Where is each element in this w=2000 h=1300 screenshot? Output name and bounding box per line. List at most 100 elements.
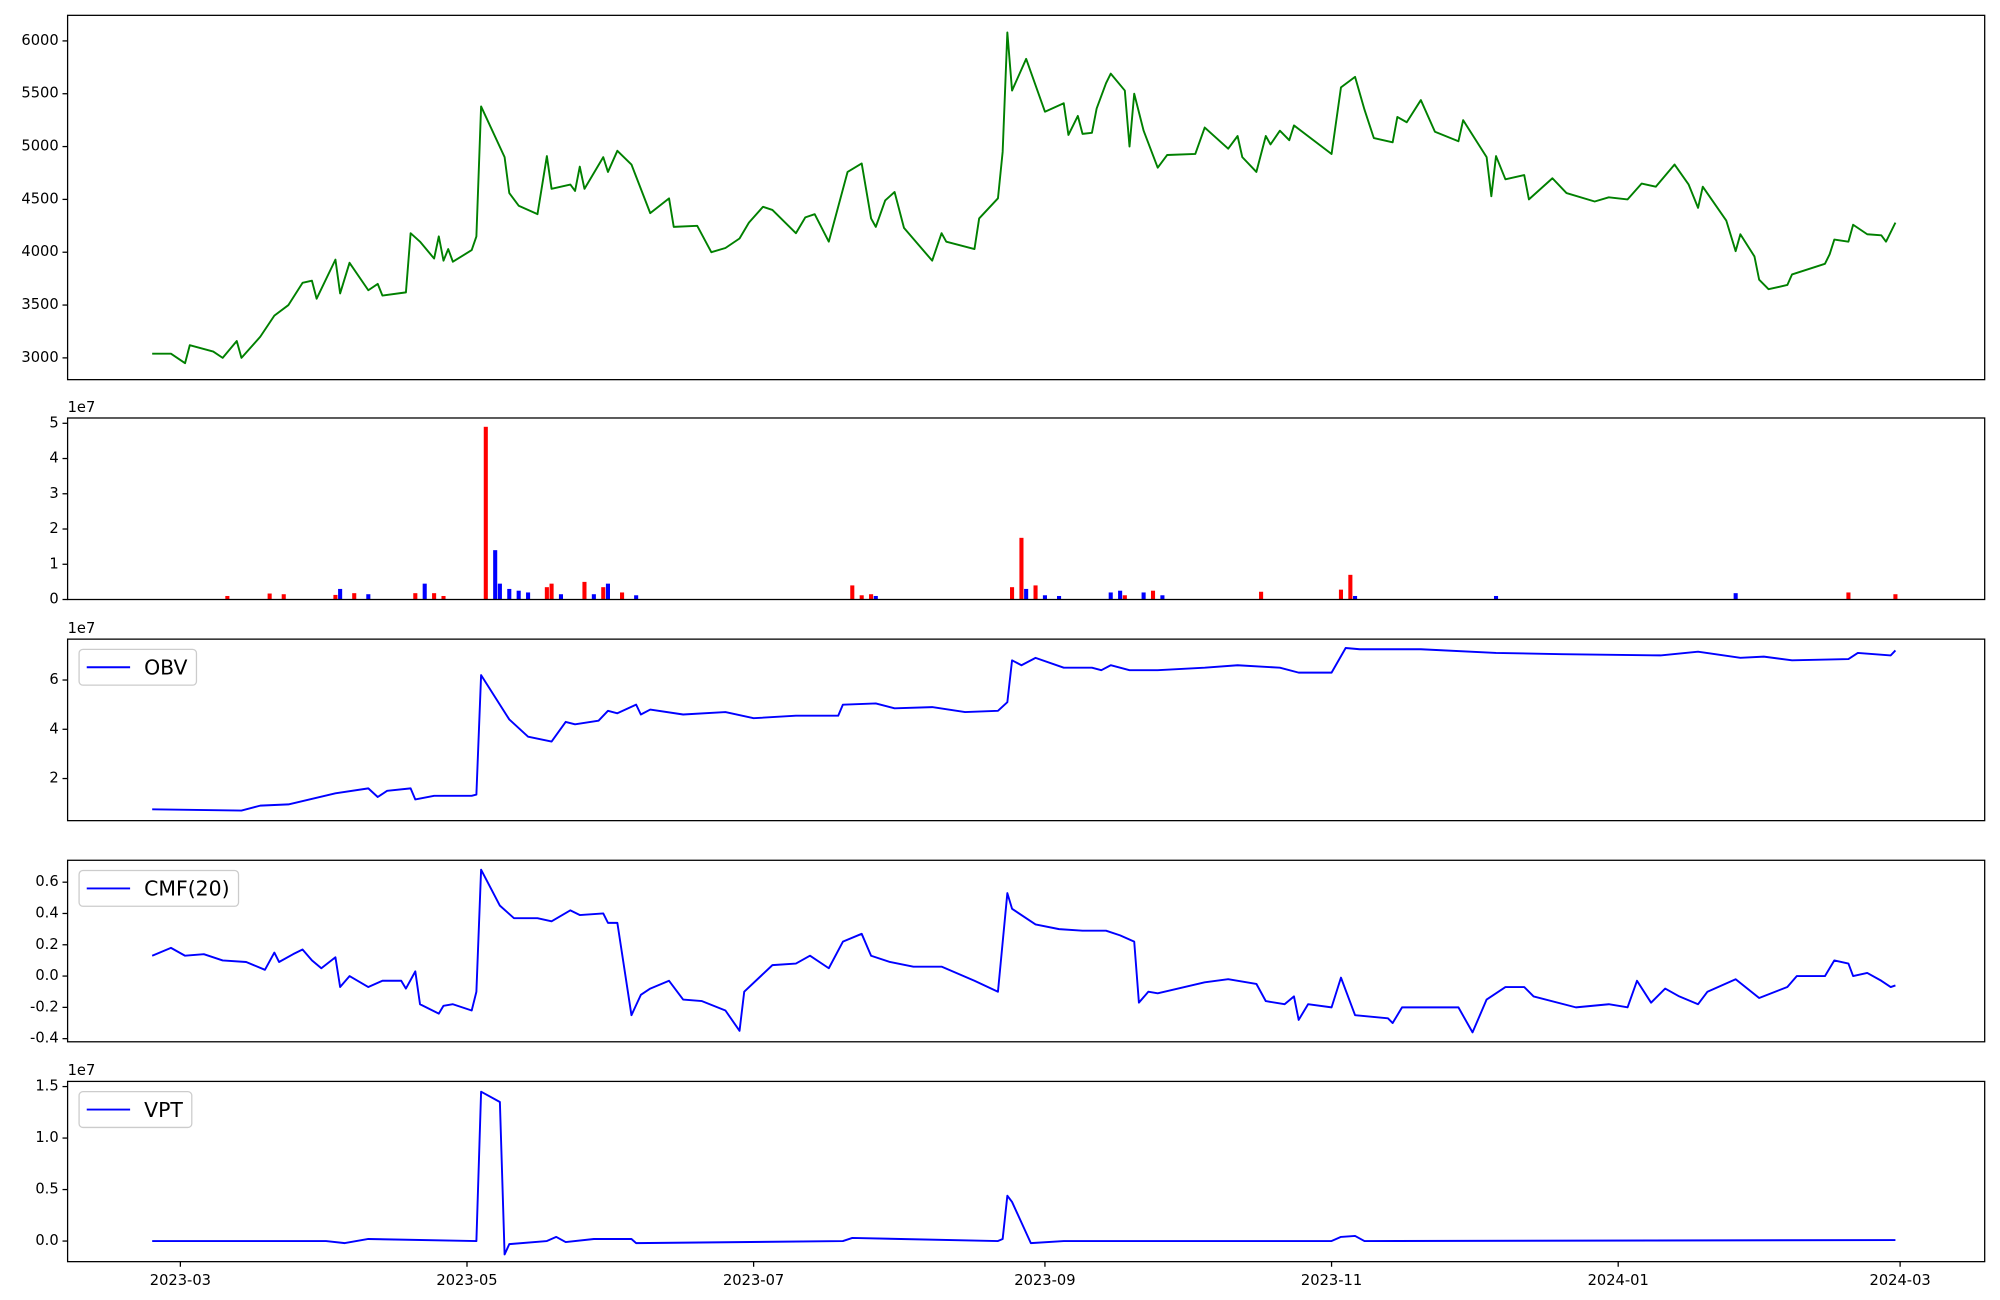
volume-bar <box>1056 595 1062 600</box>
volume-bar <box>591 594 596 600</box>
legend-label: OBV <box>144 656 187 680</box>
volume-bar <box>422 583 427 600</box>
volume-bar <box>850 585 855 600</box>
volume-bar <box>441 595 446 600</box>
volume-bar <box>413 593 418 600</box>
volume-bar <box>1160 595 1165 600</box>
volume-bar <box>483 426 488 600</box>
volume-bar <box>558 594 564 600</box>
volume-bar <box>1338 589 1344 600</box>
y-tick-label: 5 <box>49 414 58 431</box>
x-tick-label: 2023-09 <box>1014 1272 1075 1289</box>
legend: CMF(20) <box>78 869 240 907</box>
x-tick-label: 2024-01 <box>1588 1272 1649 1289</box>
y-tick-label: 0.0 <box>35 967 58 984</box>
volume-bar <box>497 583 502 600</box>
y-tick-label: 0.0 <box>35 1232 58 1249</box>
plot-frame <box>66 638 1986 822</box>
volume-bar <box>366 594 371 600</box>
indicator-line <box>152 1090 1896 1256</box>
volume-bar <box>333 594 338 600</box>
y-tick-label: 0.6 <box>35 873 58 890</box>
volume-bar <box>1150 590 1156 600</box>
volume-bar <box>338 588 343 600</box>
y-tick-label: 4500 <box>21 190 58 207</box>
volume-bar <box>1493 595 1499 600</box>
indicator-line <box>151 868 1896 1034</box>
volume-bar <box>601 587 606 600</box>
volume-bar <box>281 594 286 600</box>
legend-label: CMF(20) <box>144 877 229 901</box>
y-tick-label: 3000 <box>21 349 58 366</box>
x-tick-label: 2024-03 <box>1869 1272 1930 1289</box>
volume-bar <box>225 595 230 600</box>
plot-frame <box>66 859 1986 1043</box>
volume-bar <box>1108 592 1113 600</box>
volume-bar <box>634 595 639 600</box>
volume-bar <box>1033 585 1038 600</box>
volume-bar <box>582 581 587 600</box>
x-tick-label: 2023-07 <box>723 1272 784 1289</box>
plot-frame <box>66 417 1986 601</box>
volume-bar <box>859 595 864 600</box>
price-line <box>152 31 1897 365</box>
y-tick-label: 2 <box>49 770 58 787</box>
y-tick-label: 3500 <box>21 296 58 313</box>
volume-bar <box>544 587 549 600</box>
y-tick-label: 6 <box>49 671 58 688</box>
axis-offset-text: 1e7 <box>68 399 96 416</box>
axis-offset-text: 1e7 <box>68 620 96 637</box>
y-tick-label: 0 <box>49 590 58 607</box>
volume-bar <box>620 592 625 600</box>
legend-label: VPT <box>144 1098 183 1122</box>
volume-bar <box>1141 592 1146 600</box>
volume-bar <box>267 593 272 600</box>
volume-bar <box>1024 588 1029 600</box>
axis-offset-text: 1e7 <box>68 1062 96 1079</box>
volume-bar <box>1259 591 1264 600</box>
y-tick-label: 5500 <box>21 85 58 102</box>
volume-bar <box>1348 574 1353 600</box>
volume-bar <box>432 593 437 600</box>
volume-bar <box>549 583 554 600</box>
plot-frame <box>66 1080 1986 1263</box>
y-tick-label: 0.2 <box>35 936 58 953</box>
volume-bar <box>526 592 531 600</box>
volume-bar <box>605 583 610 600</box>
legend-box <box>78 1091 193 1129</box>
legend-box <box>78 648 198 686</box>
volume-bar <box>1122 595 1127 600</box>
volume-bar <box>1010 587 1015 600</box>
volume-bar <box>873 595 878 600</box>
volume-bar <box>507 588 512 600</box>
y-tick-label: 5000 <box>21 138 58 155</box>
volume-bar <box>493 550 498 600</box>
y-tick-label: -0.4 <box>30 1030 59 1047</box>
legend: VPT <box>78 1091 193 1129</box>
volume-bar <box>352 593 357 600</box>
indicator-line <box>152 647 1897 812</box>
x-tick-label: 2023-05 <box>436 1272 497 1289</box>
y-tick-label: 1.5 <box>35 1078 58 1095</box>
x-tick-label: 2023-11 <box>1301 1272 1362 1289</box>
volume-bar <box>1353 595 1358 600</box>
y-tick-label: 4 <box>49 450 58 467</box>
legend: OBV <box>78 648 198 686</box>
legend-box <box>78 869 240 907</box>
y-tick-label: 6000 <box>21 32 58 49</box>
volume-bar <box>1846 592 1851 600</box>
y-tick-label: 3 <box>49 485 58 502</box>
y-tick-label: -0.2 <box>30 998 59 1015</box>
volume-bar <box>1733 593 1738 600</box>
y-tick-label: 1 <box>49 555 58 572</box>
y-tick-label: 0.5 <box>35 1181 58 1198</box>
y-tick-label: 1.0 <box>35 1129 58 1146</box>
x-tick-label: 2023-03 <box>150 1272 211 1289</box>
volume-bar <box>1042 595 1047 600</box>
volume-bar <box>1118 590 1123 600</box>
volume-bar <box>1893 594 1898 600</box>
volume-bar <box>1019 537 1024 600</box>
plot-frame <box>66 14 1986 381</box>
y-tick-label: 0.4 <box>35 904 58 921</box>
